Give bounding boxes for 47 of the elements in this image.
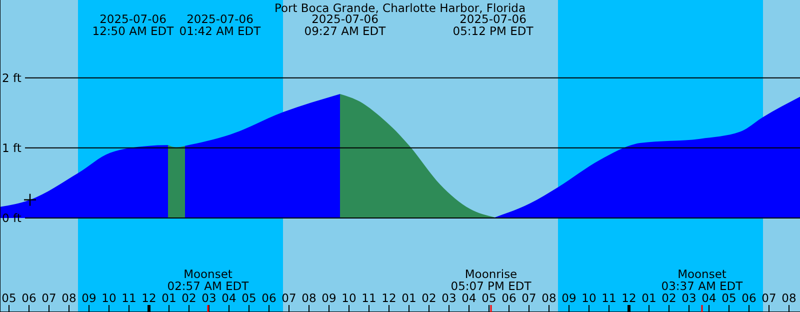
annotation: 2025-07-06 01:42 AM EDT <box>179 12 262 38</box>
x-tick-label: 12 <box>142 291 156 305</box>
x-tick-label: 03 <box>202 291 216 305</box>
annotation: Moonset 02:57 AM EDT <box>167 267 250 293</box>
x-tick-label: 11 <box>122 291 136 305</box>
x-tick-label: 09 <box>322 291 336 305</box>
x-tick-label: 07 <box>522 291 536 305</box>
x-tick-label: 09 <box>562 291 576 305</box>
x-tick-label: 02 <box>662 291 676 305</box>
x-tick-label: 11 <box>602 291 616 305</box>
x-tick-label: 08 <box>302 291 316 305</box>
x-tick-label: 06 <box>502 291 516 305</box>
annotation: 2025-07-06 05:12 PM EDT <box>452 12 534 38</box>
x-tick-label: 12 <box>622 291 636 305</box>
annotation: 2025-07-06 09:27 AM EDT <box>304 12 387 38</box>
y-tick-label: 1 ft <box>2 140 22 155</box>
x-tick-label: 01 <box>402 291 416 305</box>
x-tick-label: 04 <box>222 291 236 305</box>
annotation: Moonrise 05:07 PM EDT <box>450 267 532 293</box>
x-tick-label: 01 <box>642 291 656 305</box>
x-tick-label: 10 <box>582 291 596 305</box>
x-tick-label: 08 <box>62 291 76 305</box>
x-tick-label: 06 <box>22 291 36 305</box>
x-tick-label: 06 <box>262 291 276 305</box>
x-tick-label: 03 <box>682 291 696 305</box>
x-tick-label: 10 <box>342 291 356 305</box>
x-tick-label: 05 <box>2 291 16 305</box>
annotation: 2025-07-06 12:50 AM EDT <box>92 12 175 38</box>
x-tick-label: 02 <box>182 291 196 305</box>
x-tick-label: 12 <box>382 291 396 305</box>
x-tick-label: 04 <box>702 291 716 305</box>
x-tick-label: 01 <box>162 291 176 305</box>
x-tick-label: 05 <box>242 291 256 305</box>
x-tick-label: 05 <box>722 291 736 305</box>
x-tick-label: 04 <box>462 291 476 305</box>
annotation: Moonset 03:37 AM EDT <box>661 267 744 293</box>
x-tick-label: 10 <box>102 291 116 305</box>
x-tick-label: 09 <box>82 291 96 305</box>
x-tick-label: 08 <box>542 291 556 305</box>
x-tick-label: 06 <box>742 291 756 305</box>
x-tick-label: 03 <box>442 291 456 305</box>
x-tick-label: 05 <box>482 291 496 305</box>
x-tick-label: 11 <box>362 291 376 305</box>
y-tick-label: 2 ft <box>2 70 22 85</box>
x-tick-label: 07 <box>42 291 56 305</box>
x-tick-label: 08 <box>782 291 796 305</box>
x-tick-label: 02 <box>422 291 436 305</box>
